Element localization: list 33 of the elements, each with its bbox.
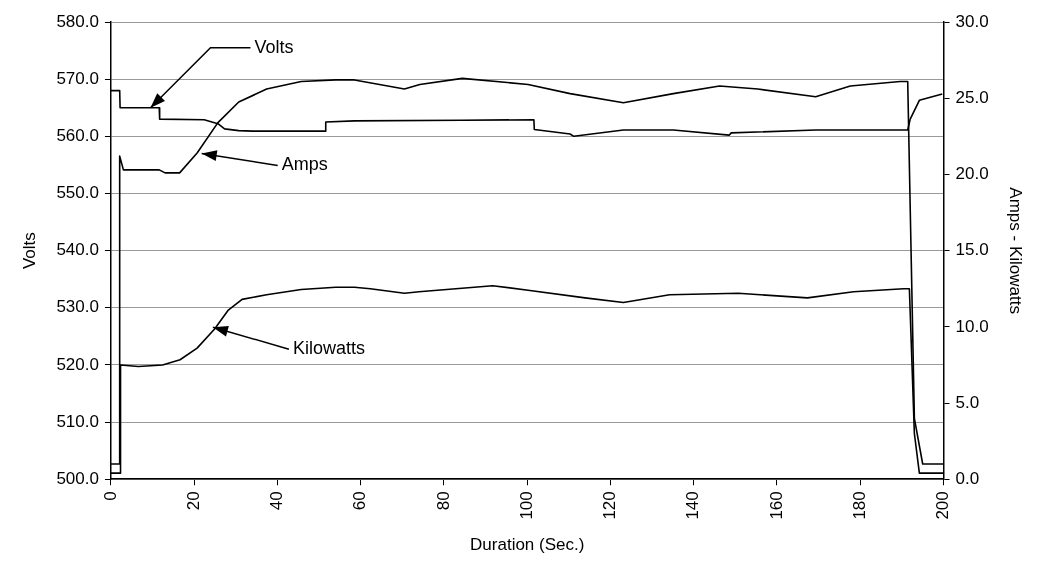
x-tick-label: 200 <box>933 491 953 520</box>
annotation: Volts <box>254 36 294 57</box>
annotation: Amps <box>281 154 328 175</box>
x-axis-title: Duration (Sec.) <box>470 535 585 555</box>
y2-axis-title: Amps - Kilowatts <box>1006 187 1026 314</box>
x-tick-label: 140 <box>683 491 703 520</box>
y2-tick-label: 15.0 <box>955 240 989 260</box>
y2-tick-label: 30.0 <box>955 11 989 31</box>
y-tick-label: 550.0 <box>56 183 99 203</box>
annotation: Kilowatts <box>292 338 365 359</box>
y2-tick-label: 0.0 <box>955 468 980 488</box>
y-axis-title: Volts <box>19 232 39 270</box>
y-tick-label: 520.0 <box>56 354 99 374</box>
x-tick-label: 100 <box>516 491 536 520</box>
x-tick-label: 20 <box>183 491 203 511</box>
y-tick-label: 560.0 <box>56 126 99 145</box>
x-tick-label: 80 <box>433 491 453 511</box>
y2-tick-label: 25.0 <box>955 87 989 107</box>
x-tick-label: 160 <box>766 491 786 520</box>
y2-tick-label: 10.0 <box>955 316 989 336</box>
x-tick-label: 60 <box>350 491 370 511</box>
x-tick-label: 0 <box>100 491 120 501</box>
y-tick-label: 510.0 <box>56 411 99 431</box>
y2-tick-label: 5.0 <box>955 392 980 412</box>
x-tick-label: 120 <box>600 491 620 520</box>
y-tick-label: 540.0 <box>56 240 99 260</box>
x-tick-label: 40 <box>267 491 287 511</box>
y-tick-label: 530.0 <box>56 297 99 317</box>
y2-tick-label: 20.0 <box>955 164 989 184</box>
y-tick-label: 500.0 <box>56 468 99 488</box>
x-tick-label: 180 <box>849 491 869 520</box>
y-tick-label: 570.0 <box>56 68 99 88</box>
y-tick-label: 580.0 <box>56 11 99 31</box>
